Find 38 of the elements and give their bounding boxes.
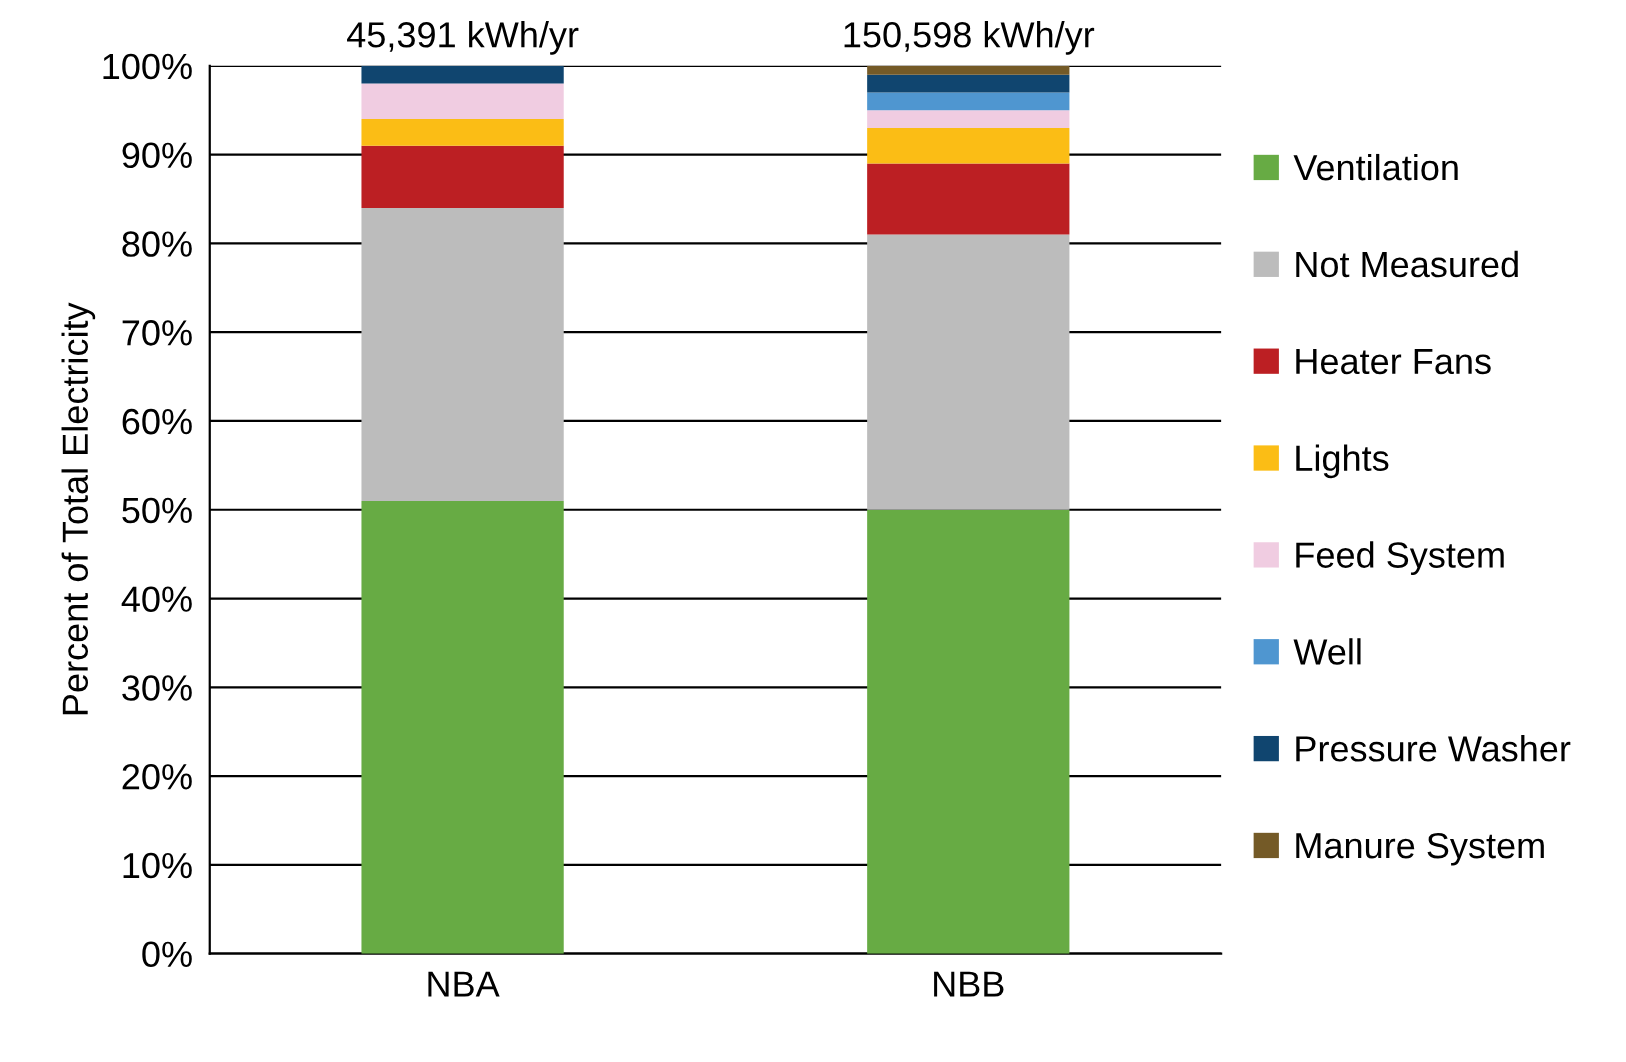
x-tick-label: NBB: [934, 971, 1004, 997]
annotation: 150,598 kWh/yr: [844, 21, 1095, 55]
bar: [361, 500, 564, 954]
y-tick-label: 10%: [123, 852, 192, 879]
legend-label: Manure System: [1296, 832, 1544, 866]
y-tick-label: 40%: [121, 586, 192, 612]
legend-label: Well: [1293, 638, 1361, 665]
bar: [361, 119, 564, 146]
legend-label: Not Measured: [1296, 250, 1518, 278]
x-tick-label: NBA: [428, 971, 500, 997]
legend-label: Pressure Washer: [1296, 735, 1571, 762]
y-tick-label: 30%: [122, 675, 192, 701]
y-tick-label: 90%: [122, 142, 192, 169]
y-tick-label: 0%: [142, 941, 192, 968]
legend-label: Lights: [1296, 444, 1389, 479]
bar: [867, 163, 1070, 235]
y-tick-label: 50%: [122, 497, 192, 524]
legend-label: Heater Fans: [1296, 348, 1491, 375]
y-tick-label: 60%: [122, 408, 192, 435]
legend-label: Ventilation: [1293, 153, 1458, 181]
bar: [867, 65, 1070, 75]
y-axis-title: Percent of Total Electricity: [61, 302, 96, 715]
bar: [867, 234, 1070, 510]
legend-label: Feed System: [1296, 541, 1504, 576]
bar: [867, 74, 1070, 93]
bar: [361, 207, 564, 501]
bar: [867, 110, 1070, 128]
y-tick-label: 70%: [122, 320, 192, 346]
y-tick-label: 80%: [122, 231, 192, 257]
y-tick-label: 100%: [103, 53, 192, 80]
bar: [867, 127, 1070, 164]
bar: [361, 65, 564, 84]
bar: [361, 145, 564, 208]
bar: [867, 509, 1070, 954]
bar: [361, 83, 564, 120]
bar: [867, 92, 1070, 111]
y-tick-label: 20%: [122, 763, 192, 790]
annotation: 45,391 kWh/yr: [347, 21, 579, 55]
